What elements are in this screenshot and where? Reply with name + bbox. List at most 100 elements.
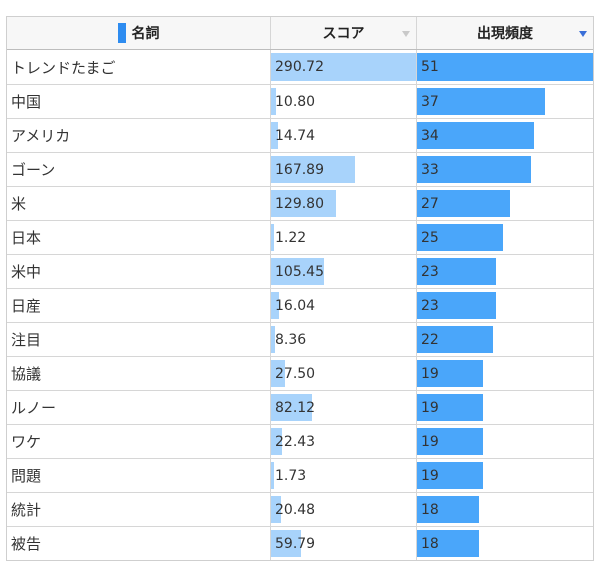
table-row[interactable]: 日本 1.22 25 bbox=[7, 220, 593, 254]
table-row[interactable]: ワケ 22.43 19 bbox=[7, 424, 593, 458]
score-bar bbox=[271, 326, 276, 353]
table-header: 名詞 スコア 出現頻度 bbox=[7, 17, 593, 50]
column-header-score-label: スコア bbox=[322, 26, 365, 42]
table-body: トレンドたまご 290.72 51 中国 10.80 37 アメリカ 14.74 34 ゴーン 16… bbox=[7, 50, 593, 560]
score-value: 1.22 bbox=[275, 229, 307, 246]
noun-cell: アメリカ bbox=[11, 127, 71, 145]
freq-value: 22 bbox=[421, 331, 439, 348]
freq-value: 33 bbox=[421, 161, 439, 178]
freq-cell: 23 bbox=[416, 289, 593, 322]
freq-cell: 51 bbox=[416, 50, 593, 84]
freq-bar bbox=[417, 53, 593, 81]
noun-cell: 米 bbox=[11, 195, 27, 213]
noun-cell: 問題 bbox=[11, 467, 42, 485]
freq-value: 23 bbox=[421, 297, 439, 314]
freq-bar bbox=[417, 224, 504, 251]
score-value: 20.48 bbox=[275, 501, 316, 518]
freq-bar bbox=[417, 462, 483, 489]
freq-value: 19 bbox=[421, 433, 439, 450]
freq-value: 25 bbox=[421, 229, 439, 246]
score-value: 10.80 bbox=[275, 93, 316, 110]
noun-cell: 協議 bbox=[11, 365, 42, 383]
score-bar bbox=[271, 122, 279, 149]
freq-cell: 34 bbox=[416, 119, 593, 152]
freq-bar bbox=[417, 258, 497, 285]
score-value: 129.80 bbox=[275, 195, 324, 212]
score-cell: 14.74 bbox=[270, 119, 416, 152]
freq-bar bbox=[417, 190, 511, 217]
table-row[interactable]: 統計 20.48 18 bbox=[7, 492, 593, 526]
score-cell: 20.48 bbox=[270, 493, 416, 526]
freq-value: 51 bbox=[421, 59, 439, 75]
freq-bar bbox=[417, 530, 480, 557]
freq-value: 19 bbox=[421, 467, 439, 484]
score-value: 16.04 bbox=[275, 297, 316, 314]
score-value: 290.72 bbox=[275, 59, 324, 75]
freq-cell: 23 bbox=[416, 255, 593, 288]
freq-cell: 19 bbox=[416, 459, 593, 492]
noun-cell: 統計 bbox=[11, 501, 42, 519]
column-header-freq[interactable]: 出現頻度 bbox=[416, 17, 593, 49]
freq-cell: 18 bbox=[416, 527, 593, 560]
column-header-name[interactable]: 名詞 bbox=[7, 17, 270, 49]
score-value: 27.50 bbox=[275, 365, 316, 382]
noun-cell: 日産 bbox=[11, 297, 42, 315]
freq-cell: 33 bbox=[416, 153, 593, 186]
freq-bar bbox=[417, 156, 531, 183]
freq-value: 23 bbox=[421, 263, 439, 280]
score-cell: 1.73 bbox=[270, 459, 416, 492]
table-row[interactable]: アメリカ 14.74 34 bbox=[7, 118, 593, 152]
noun-cell: 被告 bbox=[11, 535, 42, 553]
table-row[interactable]: ゴーン 167.89 33 bbox=[7, 152, 593, 186]
noun-cell: 中国 bbox=[11, 93, 42, 111]
score-cell: 10.80 bbox=[270, 85, 416, 118]
column-marker-icon bbox=[117, 23, 126, 43]
score-bar bbox=[271, 292, 279, 319]
freq-cell: 27 bbox=[416, 187, 593, 220]
table-row[interactable]: 協議 27.50 19 bbox=[7, 356, 593, 390]
score-value: 14.74 bbox=[275, 127, 316, 144]
freq-cell: 37 bbox=[416, 85, 593, 118]
freq-cell: 18 bbox=[416, 493, 593, 526]
score-bar bbox=[271, 53, 416, 81]
freq-cell: 25 bbox=[416, 221, 593, 254]
score-value: 22.43 bbox=[275, 433, 316, 450]
table-row[interactable]: ルノー 82.12 19 bbox=[7, 390, 593, 424]
column-header-score[interactable]: スコア bbox=[270, 17, 416, 49]
table-row[interactable]: 米 129.80 27 bbox=[7, 186, 593, 220]
noun-cell: 日本 bbox=[11, 229, 42, 247]
table-row[interactable]: 問題 1.73 19 bbox=[7, 458, 593, 492]
score-bar bbox=[271, 394, 312, 421]
freq-bar bbox=[417, 496, 480, 523]
score-cell: 82.12 bbox=[270, 391, 416, 424]
freq-cell: 19 bbox=[416, 425, 593, 458]
column-header-name-label: 名詞 bbox=[131, 26, 160, 42]
score-bar bbox=[271, 496, 282, 523]
table-row[interactable]: 米中 105.45 23 bbox=[7, 254, 593, 288]
noun-cell: ルノー bbox=[11, 399, 57, 417]
freq-bar bbox=[417, 360, 483, 387]
table-row[interactable]: 注目 8.36 22 bbox=[7, 322, 593, 356]
score-cell: 16.04 bbox=[270, 289, 416, 322]
freq-value: 18 bbox=[421, 501, 439, 518]
score-bar bbox=[271, 462, 274, 489]
table-row[interactable]: 被告 59.79 18 bbox=[7, 526, 593, 560]
freq-cell: 19 bbox=[416, 391, 593, 424]
score-bar bbox=[271, 530, 301, 557]
table-row[interactable]: 日産 16.04 23 bbox=[7, 288, 593, 322]
score-cell: 167.89 bbox=[270, 153, 416, 186]
freq-bar bbox=[417, 88, 545, 115]
noun-cell: ゴーン bbox=[11, 161, 56, 179]
freq-bar bbox=[417, 326, 493, 353]
score-cell: 290.72 bbox=[270, 50, 416, 84]
table-row[interactable]: トレンドたまご 290.72 51 bbox=[7, 50, 593, 84]
score-cell: 22.43 bbox=[270, 425, 416, 458]
freq-value: 27 bbox=[421, 195, 439, 212]
table-row[interactable]: 中国 10.80 37 bbox=[7, 84, 593, 118]
score-cell: 8.36 bbox=[270, 323, 416, 356]
freq-value: 34 bbox=[421, 127, 439, 144]
sort-descending-icon[interactable] bbox=[579, 31, 587, 37]
sort-arrow-icon[interactable] bbox=[402, 31, 410, 37]
score-value: 59.79 bbox=[275, 535, 316, 552]
freq-bar bbox=[417, 428, 483, 455]
